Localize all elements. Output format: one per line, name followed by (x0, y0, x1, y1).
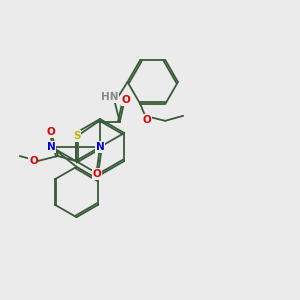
Text: HN: HN (101, 92, 118, 102)
Text: N: N (47, 142, 56, 152)
Text: O: O (143, 115, 152, 125)
Text: O: O (29, 156, 38, 166)
Text: O: O (93, 169, 101, 179)
Text: O: O (46, 127, 55, 137)
Text: O: O (122, 95, 130, 105)
Text: S: S (73, 131, 80, 141)
Text: N: N (96, 142, 104, 152)
